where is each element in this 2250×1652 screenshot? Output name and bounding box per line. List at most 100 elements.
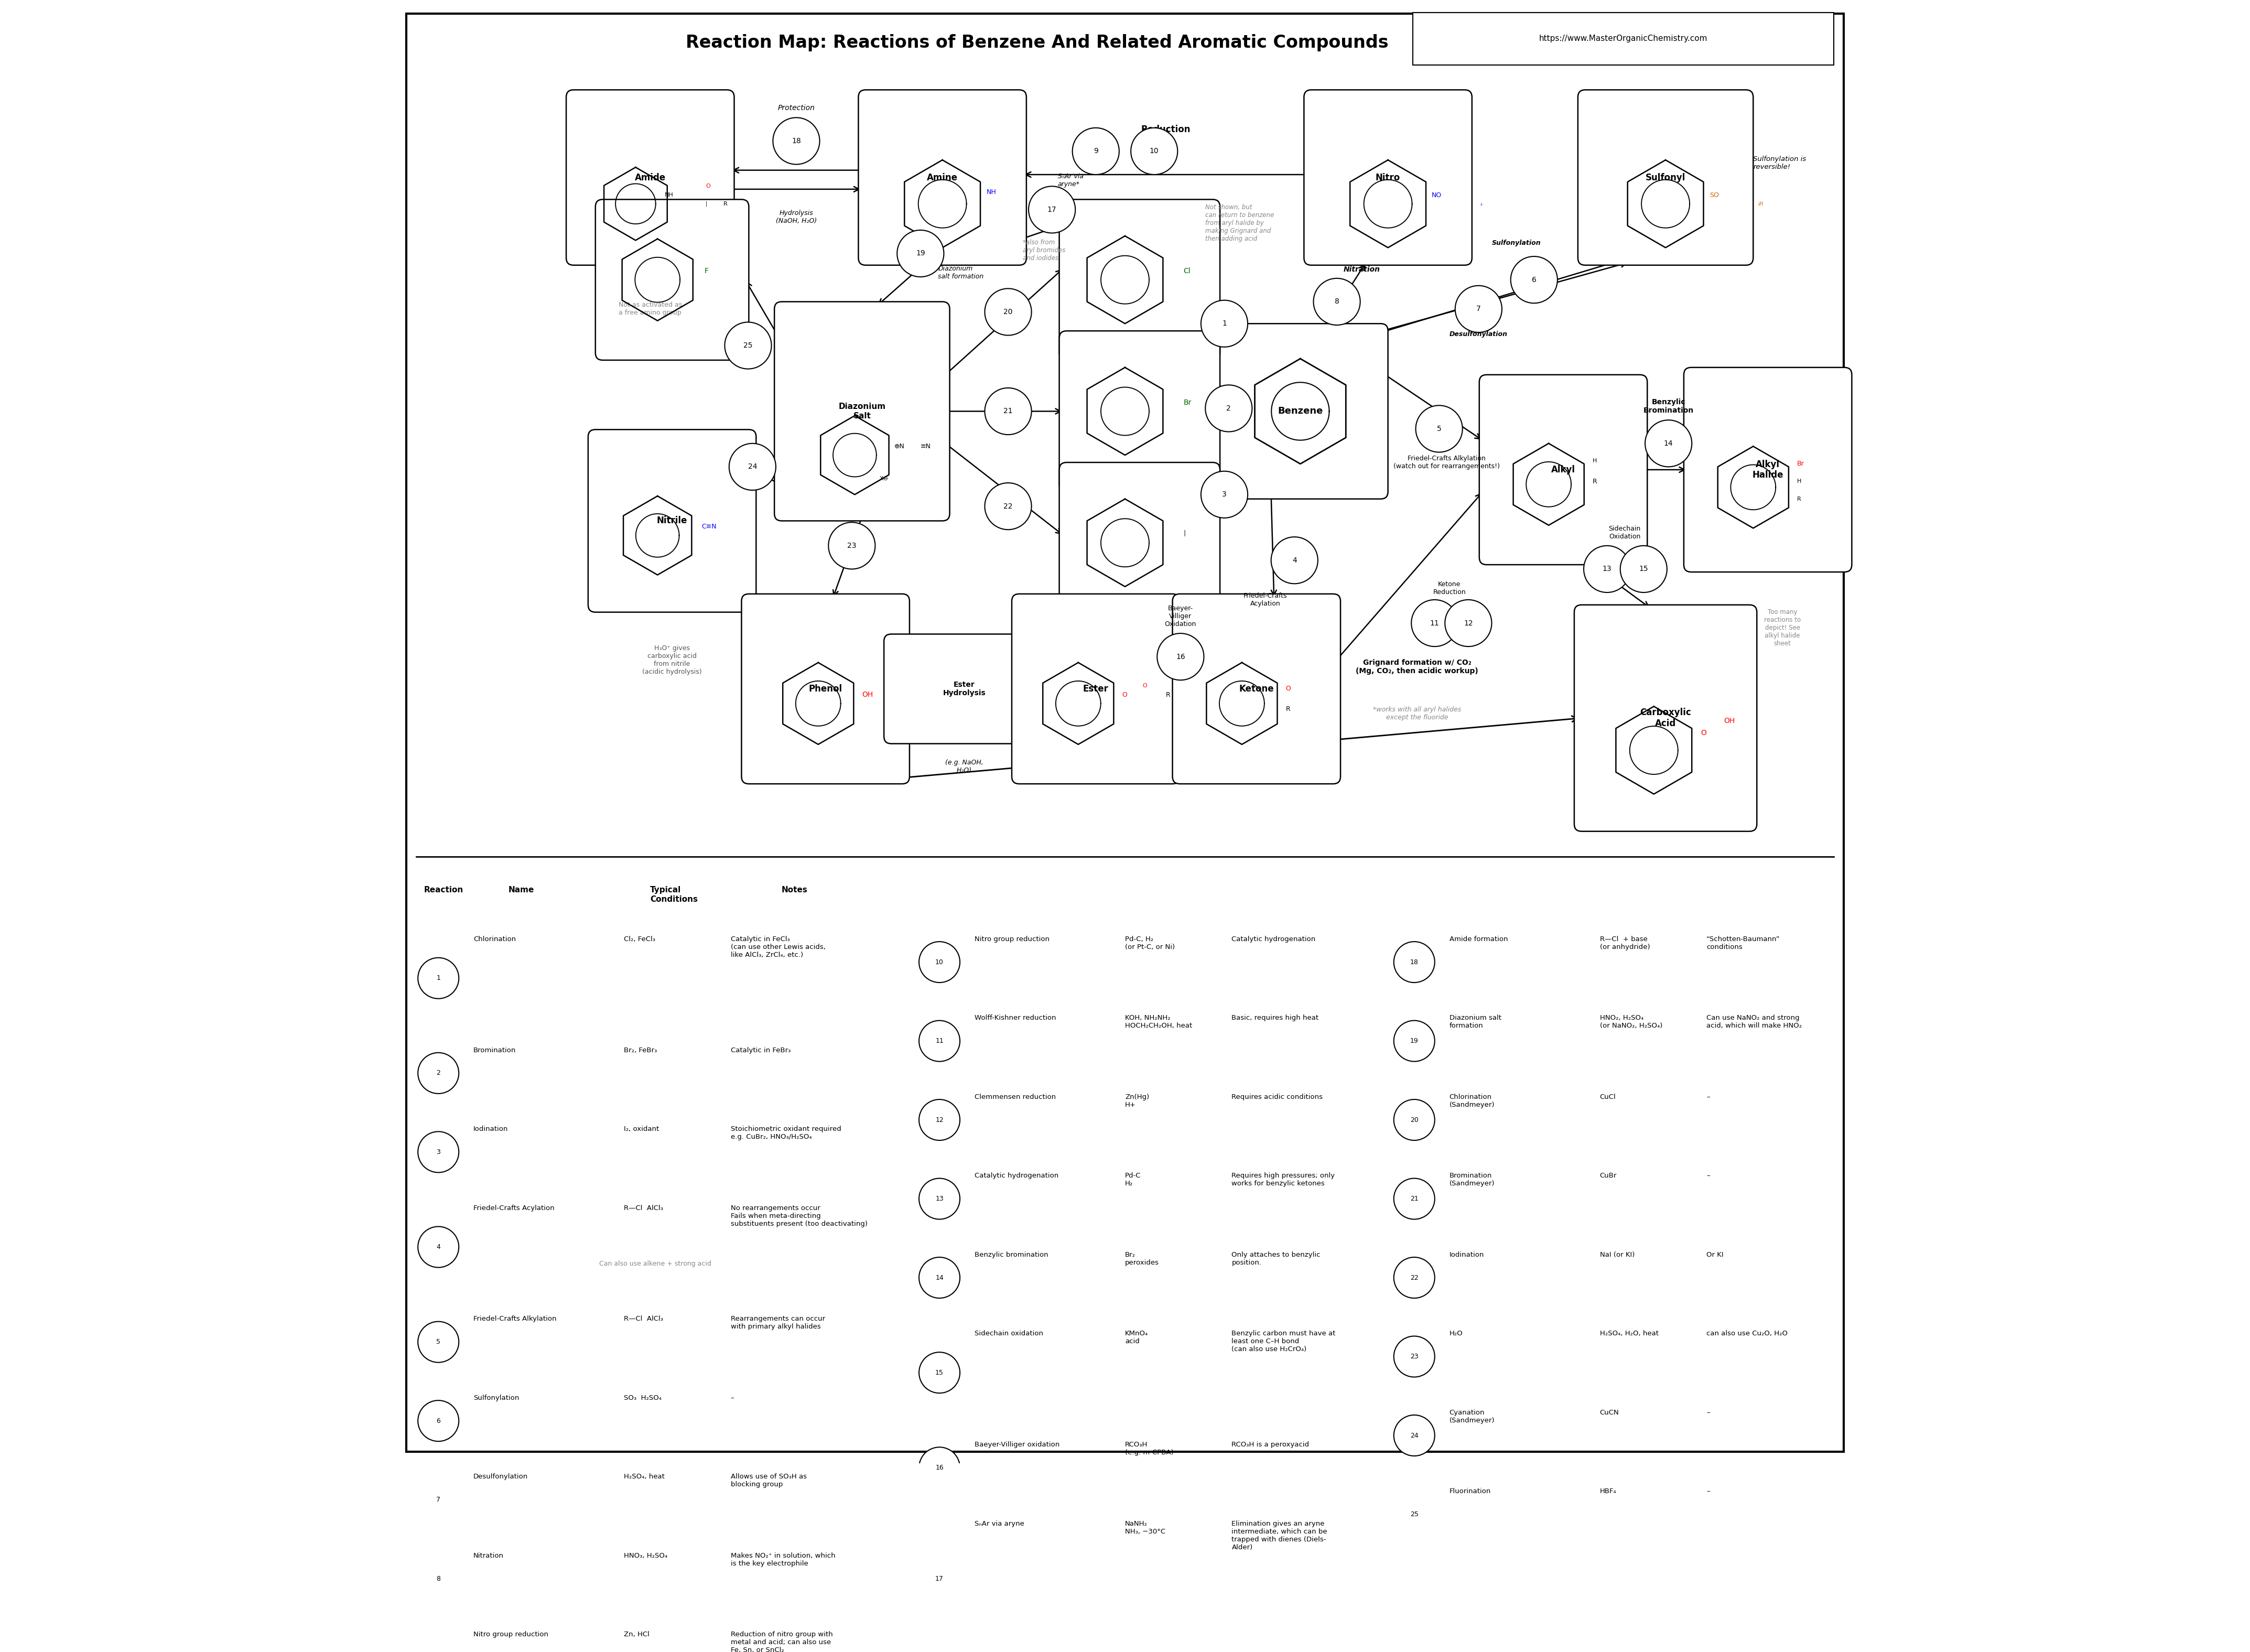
Text: O: O — [1285, 686, 1292, 692]
Text: 22: 22 — [1411, 1274, 1418, 1280]
Text: Chlorination
(Sandmeyer): Chlorination (Sandmeyer) — [1449, 1094, 1494, 1108]
FancyBboxPatch shape — [407, 13, 1843, 1452]
Circle shape — [418, 1132, 459, 1173]
Text: 11: 11 — [936, 1037, 943, 1044]
Text: Nitration: Nitration — [1343, 266, 1379, 273]
Text: 4: 4 — [436, 1244, 441, 1251]
Text: 21: 21 — [1003, 408, 1012, 415]
Text: Can also use alkene + strong acid: Can also use alkene + strong acid — [598, 1260, 711, 1267]
Text: Baeyer-Villiger oxidation: Baeyer-Villiger oxidation — [974, 1441, 1060, 1449]
Text: can also use Cu₂O, H₂O: can also use Cu₂O, H₂O — [1706, 1330, 1789, 1336]
Text: *works with all aryl halides
except the fluoride: *works with all aryl halides except the … — [1372, 707, 1460, 720]
Text: 20: 20 — [1003, 309, 1012, 316]
Text: O: O — [1143, 684, 1148, 689]
Text: Too many
reactions to
depict! See
alkyl halide
sheet: Too many reactions to depict! See alkyl … — [1764, 608, 1800, 648]
Text: Amide formation: Amide formation — [1449, 935, 1508, 943]
Text: O: O — [1701, 729, 1705, 737]
Text: 14: 14 — [1663, 439, 1674, 448]
Text: 2: 2 — [1226, 405, 1231, 411]
Circle shape — [418, 1052, 459, 1094]
Text: Catalytic hydrogenation: Catalytic hydrogenation — [1231, 935, 1316, 943]
Text: 19: 19 — [1411, 1037, 1418, 1044]
Text: R: R — [1165, 691, 1170, 699]
FancyBboxPatch shape — [1575, 605, 1757, 831]
Text: 18: 18 — [792, 137, 801, 145]
Text: 12: 12 — [1465, 620, 1474, 626]
Text: Amine: Amine — [927, 173, 958, 182]
FancyBboxPatch shape — [596, 200, 749, 360]
Text: Protection: Protection — [778, 104, 814, 112]
Text: O: O — [706, 183, 711, 188]
Text: NO: NO — [1431, 192, 1442, 198]
Circle shape — [1393, 1336, 1436, 1378]
FancyBboxPatch shape — [860, 89, 1026, 266]
Circle shape — [729, 443, 776, 491]
FancyBboxPatch shape — [774, 302, 949, 520]
Text: 22: 22 — [1003, 502, 1012, 510]
Text: (e.g. NaOH,
H₂O): (e.g. NaOH, H₂O) — [945, 758, 983, 773]
Text: Sulfonylation is
reversible!: Sulfonylation is reversible! — [1753, 155, 1807, 170]
Text: Cl: Cl — [1184, 268, 1190, 274]
Circle shape — [918, 1447, 961, 1488]
Text: R—Cl  AlCl₃: R—Cl AlCl₃ — [623, 1315, 664, 1323]
Text: R—Cl  + base
(or anhydride): R—Cl + base (or anhydride) — [1600, 935, 1649, 950]
Text: Desulfonylation: Desulfonylation — [1449, 330, 1508, 337]
Circle shape — [1393, 1416, 1436, 1455]
Text: NaI (or KI): NaI (or KI) — [1600, 1251, 1633, 1259]
Circle shape — [1645, 420, 1692, 468]
Text: “Schotten-Baumann”
conditions: “Schotten-Baumann” conditions — [1706, 935, 1780, 950]
FancyBboxPatch shape — [1172, 595, 1341, 783]
Circle shape — [918, 942, 961, 983]
Text: Br: Br — [1798, 461, 1804, 468]
FancyBboxPatch shape — [567, 89, 733, 266]
FancyBboxPatch shape — [1012, 595, 1179, 783]
Text: KOH, NH₂NH₂
HOCH₂CH₂OH, heat: KOH, NH₂NH₂ HOCH₂CH₂OH, heat — [1125, 1014, 1192, 1029]
Text: 16: 16 — [1177, 653, 1186, 661]
FancyBboxPatch shape — [587, 430, 756, 613]
Text: 1: 1 — [1222, 320, 1226, 327]
Circle shape — [1393, 1178, 1436, 1219]
Text: 25: 25 — [1411, 1512, 1418, 1518]
Circle shape — [1393, 1021, 1436, 1062]
Circle shape — [1028, 187, 1076, 233]
Text: Fluorination: Fluorination — [1449, 1488, 1492, 1495]
Text: Ketone: Ketone — [1240, 684, 1273, 694]
Circle shape — [1584, 545, 1631, 593]
Text: HBF₄: HBF₄ — [1600, 1488, 1615, 1495]
Text: 17: 17 — [1046, 206, 1058, 213]
Text: 15: 15 — [936, 1370, 943, 1376]
Text: Benzene: Benzene — [1278, 406, 1323, 416]
Text: Nitro group reduction: Nitro group reduction — [974, 935, 1048, 943]
Text: 7: 7 — [1476, 306, 1480, 312]
Text: Requires acidic conditions: Requires acidic conditions — [1231, 1094, 1323, 1100]
Text: Zn(Hg)
H+: Zn(Hg) H+ — [1125, 1094, 1150, 1108]
FancyBboxPatch shape — [1213, 324, 1388, 499]
Text: Can use NaNO₂ and strong
acid, which will make HNO₂: Can use NaNO₂ and strong acid, which wil… — [1706, 1014, 1802, 1029]
Circle shape — [1073, 127, 1118, 175]
Circle shape — [1393, 1257, 1436, 1298]
Text: Not as activated as
a free amino group: Not as activated as a free amino group — [619, 302, 682, 317]
Circle shape — [918, 1021, 961, 1062]
FancyBboxPatch shape — [1478, 375, 1647, 565]
Text: Cyanation
(Sandmeyer): Cyanation (Sandmeyer) — [1449, 1409, 1494, 1424]
Circle shape — [985, 482, 1030, 530]
Circle shape — [1411, 600, 1458, 646]
Text: Diazonium salt
formation: Diazonium salt formation — [1449, 1014, 1501, 1029]
FancyBboxPatch shape — [1413, 13, 1834, 64]
Text: ₃H: ₃H — [1757, 202, 1764, 206]
Text: NH: NH — [664, 192, 673, 198]
Text: C≡N: C≡N — [702, 524, 715, 530]
Text: R: R — [1593, 477, 1597, 484]
FancyBboxPatch shape — [1305, 89, 1471, 266]
Circle shape — [774, 117, 819, 164]
Text: 9: 9 — [1093, 147, 1098, 155]
Text: Hydrolysis
(NaOH, H₂O): Hydrolysis (NaOH, H₂O) — [776, 210, 817, 225]
Text: KMnO₄
acid: KMnO₄ acid — [1125, 1330, 1148, 1345]
Text: Chlorination: Chlorination — [472, 935, 515, 943]
Circle shape — [1444, 600, 1492, 646]
Text: 5: 5 — [436, 1338, 441, 1345]
Text: CuBr: CuBr — [1600, 1173, 1618, 1180]
Text: 15: 15 — [1638, 565, 1649, 573]
FancyBboxPatch shape — [1683, 367, 1852, 572]
Text: R—Cl  AlCl₃: R—Cl AlCl₃ — [623, 1204, 664, 1211]
